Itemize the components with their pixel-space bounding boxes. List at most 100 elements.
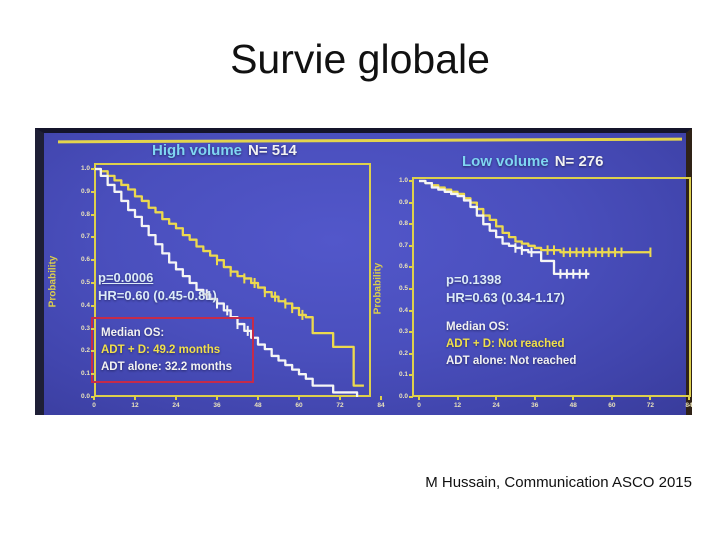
x-tick-mark	[649, 396, 652, 400]
x-tick-mark	[495, 396, 498, 400]
attribution-text: M Hussain, Communication ASCO 2015	[425, 474, 692, 491]
y-tick-mark	[409, 396, 413, 398]
y-tick-label: 0.6	[398, 263, 408, 271]
y-tick-label: 0.1	[398, 371, 408, 379]
y-tick-mark	[409, 331, 413, 334]
x-tick-label: 72	[336, 402, 344, 409]
median-os-block: Median OS: ADT + D: Not reached ADT alon…	[446, 319, 576, 370]
x-tick-label: 60	[295, 402, 303, 409]
y-tick-label: 0.4	[398, 306, 408, 314]
sample-size-label: N= 514	[248, 142, 297, 159]
panel-title-low-volume: Low volume N= 276	[462, 153, 603, 170]
y-tick-label: 0.7	[80, 233, 90, 241]
x-tick-label: 36	[213, 402, 221, 409]
y-tick-label: 0.8	[398, 220, 408, 228]
hazard-ratio: HR=0.60 (0.45-0.81)	[98, 288, 217, 303]
x-tick-mark	[456, 396, 459, 400]
x-tick-label: 84	[377, 402, 385, 409]
y-tick-mark	[409, 223, 413, 226]
plot-frame	[94, 163, 371, 397]
x-tick-label: 24	[492, 402, 500, 409]
x-tick-mark	[93, 396, 95, 400]
y-tick-label: 0.0	[398, 393, 408, 400]
y-tick-mark	[409, 244, 413, 247]
panel-title-high-volume: High volume N= 514	[152, 142, 297, 159]
x-tick-label: 84	[685, 402, 693, 409]
y-tick-label: 0.2	[80, 347, 90, 355]
x-tick-label: 72	[646, 402, 655, 409]
x-tick-label: 24	[172, 402, 180, 409]
y-tick-label: 0.1	[80, 370, 90, 378]
y-tick-mark	[409, 180, 413, 182]
sample-size-label: N= 276	[554, 153, 604, 170]
y-tick-label: 0.9	[398, 198, 408, 206]
y-axis-label: Probability	[47, 255, 59, 308]
y-tick-mark	[91, 350, 95, 353]
median-adt-alone: ADT alone: 32.2 months	[101, 361, 232, 373]
y-tick-mark	[91, 327, 95, 330]
median-adt-d: ADT + D: Not reached	[446, 338, 565, 350]
y-tick-label: 0.5	[80, 279, 90, 286]
x-tick-mark	[610, 396, 613, 400]
stats-block: p=0.0006 HR=0.60 (0.45-0.81)	[98, 269, 217, 305]
median-adt-d: ADT + D: 49.2 months	[101, 344, 221, 356]
x-tick-mark	[175, 396, 177, 400]
y-tick-mark	[91, 304, 95, 307]
y-tick-mark	[91, 236, 95, 239]
volume-group-label: Low volume	[462, 153, 549, 170]
plot-frame	[412, 177, 691, 397]
x-tick-label: 0	[417, 402, 421, 409]
x-tick-mark	[134, 396, 136, 400]
projected-slide-photo: High volume N= 514 Probability p=0.0006 H…	[35, 128, 693, 415]
x-tick-mark	[298, 396, 300, 400]
x-tick-mark	[533, 396, 536, 400]
stats-block: p=0.1398 HR=0.63 (0.34-1.17)	[446, 271, 565, 307]
y-tick-label: 0.8	[80, 210, 90, 218]
x-tick-label: 36	[531, 402, 539, 409]
y-tick-label: 0.6	[80, 256, 90, 264]
survival-curves-high-volume	[94, 169, 381, 397]
median-adt-alone: ADT alone: Not reached	[446, 355, 577, 367]
x-tick-label: 48	[254, 402, 262, 409]
y-tick-mark	[91, 373, 95, 376]
p-value: p=0.1398	[446, 272, 502, 287]
p-value: p=0.0006	[98, 270, 154, 285]
y-tick-mark	[91, 190, 95, 193]
x-tick-mark	[380, 396, 382, 400]
y-tick-mark	[409, 309, 413, 312]
median-os-title: Median OS:	[101, 327, 165, 339]
y-tick-mark	[409, 201, 413, 204]
x-tick-mark	[257, 396, 259, 400]
y-tick-label: 0.4	[80, 301, 90, 309]
x-tick-mark	[418, 396, 420, 400]
y-tick-mark	[91, 168, 95, 170]
median-os-title: Median OS:	[446, 321, 510, 333]
y-tick-mark	[91, 259, 95, 262]
x-tick-mark	[688, 396, 690, 400]
y-tick-label: 0.5	[398, 285, 408, 292]
y-tick-label: 0.3	[398, 328, 408, 336]
y-tick-mark	[91, 213, 95, 216]
survival-curves-low-volume	[419, 181, 689, 397]
y-tick-label: 0.3	[80, 324, 90, 332]
y-tick-label: 0.2	[398, 349, 408, 357]
y-tick-label: 1.0	[398, 177, 408, 184]
y-tick-mark	[91, 282, 95, 284]
y-tick-label: 0.7	[398, 241, 408, 249]
median-os-box: Median OS: ADT + D: 49.2 months ADT alon…	[91, 317, 254, 383]
y-tick-mark	[409, 352, 413, 355]
hazard-ratio: HR=0.63 (0.34-1.17)	[446, 290, 565, 305]
y-tick-mark	[409, 374, 413, 377]
x-tick-label: 60	[608, 402, 616, 409]
x-tick-label: 12	[453, 402, 462, 409]
slide-title: Survie globale	[230, 36, 490, 82]
slide-photo-content: High volume N= 514 Probability p=0.0006 H…	[44, 133, 693, 415]
y-tick-mark	[409, 266, 413, 269]
x-tick-mark	[339, 396, 341, 400]
x-tick-label: 48	[569, 402, 577, 409]
x-tick-label: 0	[92, 402, 96, 409]
y-tick-label: 0.9	[80, 187, 90, 195]
y-axis-label: Probability	[372, 262, 384, 315]
x-tick-mark	[216, 396, 218, 400]
